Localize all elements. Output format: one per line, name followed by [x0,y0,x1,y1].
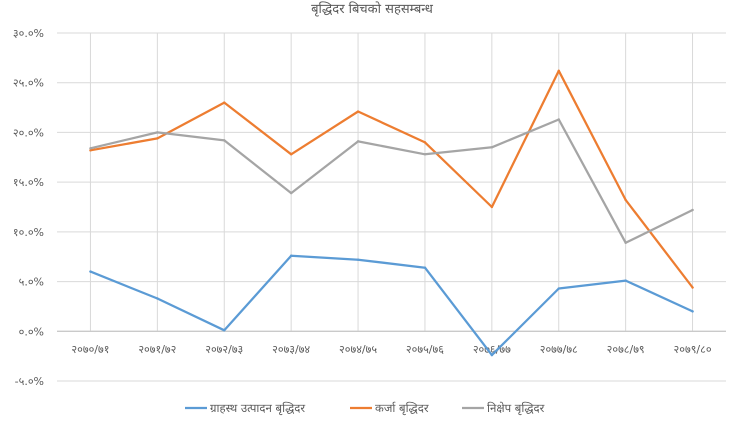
data-point [356,110,360,113]
legend-label: निक्षेप बृद्धिदर [487,401,545,416]
data-point [89,149,92,152]
x-tick-label: २०७३/७४ [272,343,310,356]
x-tick-label: २०७४/७५ [339,343,377,356]
data-point [356,140,360,143]
legend-item: ग्राहस्थ उत्पादन बृद्धिदर [185,401,305,416]
data-point [624,279,627,282]
series-line [89,254,694,357]
series-group [89,254,694,357]
data-point [624,241,627,244]
data-point [223,101,226,104]
legend-label: ग्राहस्थ उत्पादन बृद्धिदर [210,401,305,416]
legend-label: कर्जा बृद्धिदर [375,401,429,416]
series-group [89,69,694,289]
data-point [89,147,92,150]
x-tick-label: २०७५/७६ [406,343,444,356]
data-point [557,287,560,290]
data-point [490,146,494,149]
data-point [89,270,92,273]
data-point [557,118,560,121]
y-tick-label: ०.०% [19,325,44,338]
data-point [423,266,427,269]
y-tick-label: -५.०% [15,375,44,388]
series-group [89,118,694,244]
grid [57,32,726,382]
x-tick-label: २०७८/७९ [607,343,645,356]
data-point [156,137,159,140]
chart-title: बृद्धिदर बिचको सहसम्बन्ध [311,1,434,17]
data-point [156,131,159,134]
series-lines [89,69,694,357]
x-tick-label: २०७२/७३ [205,343,243,356]
data-point [557,69,560,72]
y-tick-label: २०.०% [13,126,44,139]
y-tick-label: १५.०% [13,176,44,189]
series-line [89,69,694,289]
x-tick-label: २०७९/८० [674,343,712,356]
y-tick-label: २५.०% [13,77,44,90]
data-point [423,141,427,144]
y-tick-label: ५.०% [19,276,44,289]
data-point [423,153,427,156]
data-point [356,258,360,261]
series-line [89,118,694,244]
data-point [624,198,627,202]
y-tick-labels: ३०.०% २५.०% २०.०% १५.०% १०.०% ५.०% ०.०% -५.०% [13,27,44,388]
data-point [691,208,694,212]
data-point [223,329,226,332]
x-tick-label: २०७०/७१ [71,343,109,356]
y-tick-label: ३०.०% [13,27,44,40]
data-point [490,353,494,357]
data-point [289,254,293,257]
data-point [289,153,293,156]
x-tick-label: २०७७/७८ [540,343,578,356]
x-tick-labels: २०७०/७१ २०७१/७२ २०७२/७३ २०७३/७४ २०७४/७५ २०७५/… [71,343,711,356]
legend-item: कर्जा बृद्धिदर [350,401,429,416]
data-point [223,139,226,142]
y-tick-label: १०.०% [13,226,44,239]
data-point [156,297,159,300]
data-point [691,310,694,313]
legend-item: निक्षेप बृद्धिदर [462,401,545,416]
data-point [289,191,293,195]
data-point [691,286,694,289]
x-tick-label: २०७१/७२ [138,343,176,356]
legend: ग्राहस्थ उत्पादन बृद्धिदर कर्जा बृद्धिदर न… [185,401,545,416]
data-point [490,205,494,209]
